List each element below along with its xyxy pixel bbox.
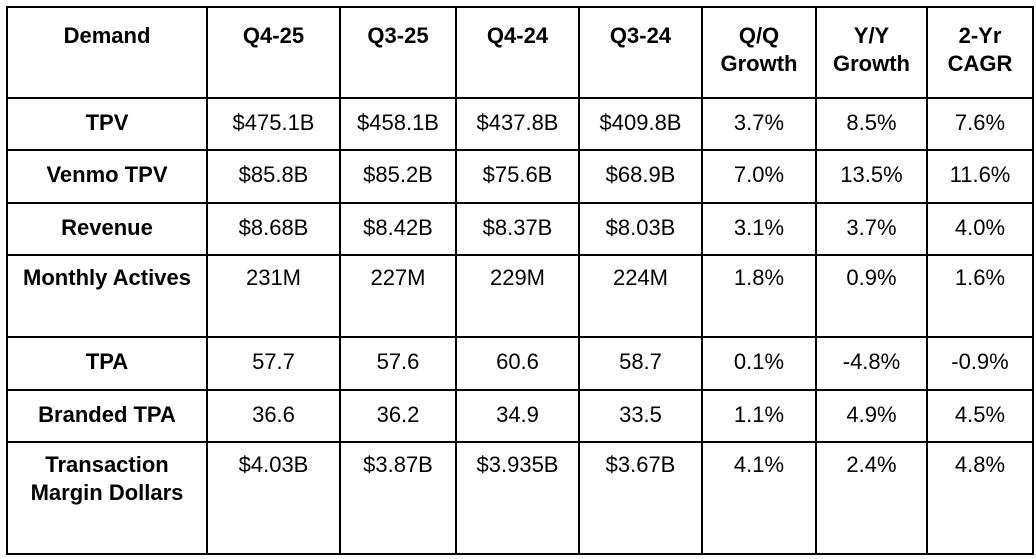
table-row: Branded TPA 36.6 36.2 34.9 33.5 1.1% 4.9% 4.5% (6, 389, 1034, 443)
table-cell: 11.6% (926, 149, 1034, 204)
table-cell: 0.9% (815, 254, 928, 338)
table-cell: 4.8% (926, 441, 1034, 555)
header-yy-growth: Y/Y Growth (815, 6, 928, 99)
table-cell: $68.9B (578, 149, 703, 204)
table-cell: $437.8B (455, 97, 580, 151)
table-cell: 8.5% (815, 97, 928, 151)
table-row: Monthly Actives 231M 227M 229M 224M 1.8% 0.9% 1… (6, 254, 1034, 338)
table-cell: 1.6% (926, 254, 1034, 338)
table-cell: $458.1B (339, 97, 457, 151)
table-cell: 7.6% (926, 97, 1034, 151)
row-label: Venmo TPV (6, 149, 208, 204)
table-cell: $4.03B (206, 441, 341, 555)
table-cell: $8.37B (455, 202, 580, 256)
header-2yr-cagr: 2-Yr CAGR (926, 6, 1034, 99)
table-cell: $8.42B (339, 202, 457, 256)
table-row: Transaction Margin Dollars $4.03B $3.87B $3… (6, 441, 1034, 555)
row-label: TPV (6, 97, 208, 151)
table-cell: 13.5% (815, 149, 928, 204)
header-qq-growth: Q/Q Growth (701, 6, 817, 99)
table-cell: 36.6 (206, 389, 341, 443)
table-cell: 231M (206, 254, 341, 338)
demand-metrics-table: Demand Q4-25 Q3-25 Q4-24 Q3-24 Q/Q Growt… (6, 6, 1034, 555)
table-cell: 57.7 (206, 336, 341, 391)
table-cell: 36.2 (339, 389, 457, 443)
table-row: Venmo TPV $85.8B $85.2B $75.6B $68.9B 7.0% 13.… (6, 149, 1034, 204)
table-cell: -0.9% (926, 336, 1034, 391)
table-cell: $8.68B (206, 202, 341, 256)
row-label: Revenue (6, 202, 208, 256)
table-cell: 229M (455, 254, 580, 338)
header-row: Demand Q4-25 Q3-25 Q4-24 Q3-24 Q/Q Growt… (6, 6, 1034, 99)
table-row: Revenue $8.68B $8.42B $8.37B $8.03B 3.1% 3.7% 4… (6, 202, 1034, 256)
table-cell: $85.8B (206, 149, 341, 204)
table-cell: 4.5% (926, 389, 1034, 443)
table-cell: 3.7% (701, 97, 817, 151)
table-cell: $409.8B (578, 97, 703, 151)
table-cell: 224M (578, 254, 703, 338)
header-q3-25: Q3-25 (339, 6, 457, 99)
table-cell: 227M (339, 254, 457, 338)
row-label: TPA (6, 336, 208, 391)
table-cell: 3.1% (701, 202, 817, 256)
header-demand: Demand (6, 6, 208, 99)
table-cell: $3.935B (455, 441, 580, 555)
header-q3-24: Q3-24 (578, 6, 703, 99)
table-cell: 34.9 (455, 389, 580, 443)
table-cell: 4.0% (926, 202, 1034, 256)
table-cell: 1.1% (701, 389, 817, 443)
table-cell: 60.6 (455, 336, 580, 391)
table-cell: 7.0% (701, 149, 817, 204)
header-q4-24: Q4-24 (455, 6, 580, 99)
table-cell: $85.2B (339, 149, 457, 204)
table-cell: $475.1B (206, 97, 341, 151)
table-cell: 1.8% (701, 254, 817, 338)
table-cell: 4.1% (701, 441, 817, 555)
table-cell: 58.7 (578, 336, 703, 391)
table-cell: 4.9% (815, 389, 928, 443)
table-cell: $8.03B (578, 202, 703, 256)
table-cell: $3.67B (578, 441, 703, 555)
table-cell: 0.1% (701, 336, 817, 391)
table-row: TPV $475.1B $458.1B $437.8B $409.8B 3.7% 8.5% 7… (6, 97, 1034, 151)
row-label: Monthly Actives (6, 254, 208, 338)
table-cell: $3.87B (339, 441, 457, 555)
header-q4-25: Q4-25 (206, 6, 341, 99)
table-cell: $75.6B (455, 149, 580, 204)
row-label: Transaction Margin Dollars (6, 441, 208, 555)
table-cell: 57.6 (339, 336, 457, 391)
row-label: Branded TPA (6, 389, 208, 443)
table-cell: 33.5 (578, 389, 703, 443)
table-cell: -4.8% (815, 336, 928, 391)
table-row: TPA 57.7 57.6 60.6 58.7 0.1% -4.8% -0.9% (6, 336, 1034, 391)
table-cell: 3.7% (815, 202, 928, 256)
table-cell: 2.4% (815, 441, 928, 555)
